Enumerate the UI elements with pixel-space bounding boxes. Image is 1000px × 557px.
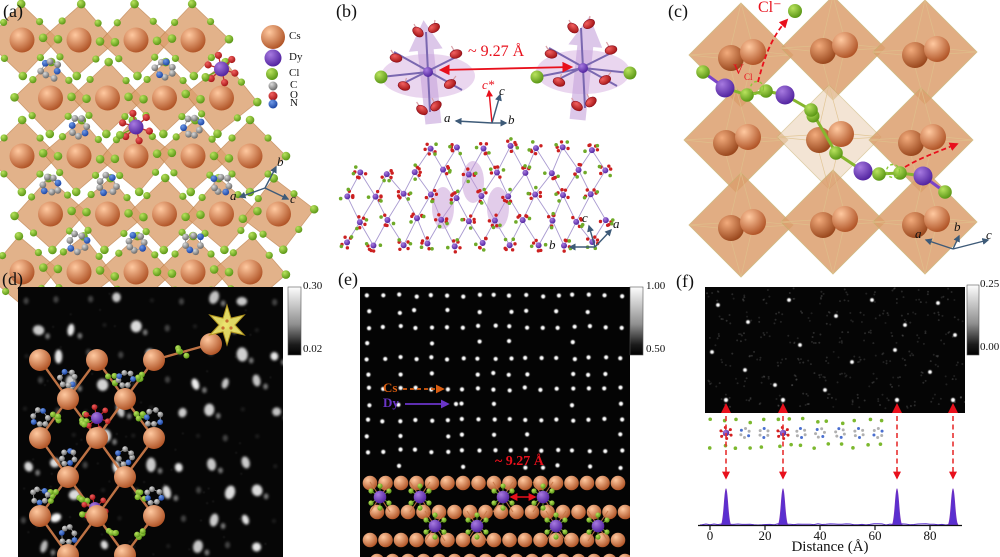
panel-e-distance-label: ~ 9.27 Å [495,454,544,469]
panel-f-tick-60: 60 [868,528,882,543]
panel-f-profile [698,488,962,530]
panel-c-chain [696,4,959,199]
panel-b-axis-b: b [508,112,515,127]
legend-label-cl: Cl [289,67,300,79]
panel-d-overlay-model [29,333,222,557]
panel-b-axis-a: a [444,110,451,125]
panel-e-colorbar-min: 0.50 [646,343,666,355]
panel-f-tick-80: 80 [923,528,937,543]
panel-b-axis2-a: a [613,216,620,231]
panel-f-colorbar-max: 0.25 [980,278,1000,290]
panel-e-annotations [403,384,450,409]
panel-a-axis-b: b [277,154,284,169]
panel-a-axes [238,165,290,200]
panel-a-axis-a: a [230,188,237,203]
panel-e-cs-label: Cs [383,380,398,395]
panel-c-chloride-label: Cl⁻ [758,0,782,16]
panel-f-tick-0: 0 [706,528,714,543]
panel-a-label: (a) [3,1,23,21]
panel-d-colorbar-max: 0.30 [303,280,323,292]
panel-a-axis-c: c [290,191,296,206]
panel-b-axes-top [454,89,508,127]
panel-a-legend-spheres [261,25,285,109]
panel-a-structure [0,0,319,313]
panel-b-label: (b) [336,1,357,21]
legend-label-c: C [290,79,298,91]
panel-c-structure [683,0,978,278]
panel-b-axis-c: c [499,83,505,98]
panel-f-tick-40: 40 [813,528,827,543]
panel-d-star-motif [208,303,246,347]
panel-e-stem-image [360,287,630,557]
panel-b-distance-label: ~ 9.27 Å [468,43,525,60]
panel-c-vacancy-symbol: V [733,62,744,78]
panel-f-xlabel: Distance (Å) [791,539,869,555]
panel-f-molecular-strip [707,416,884,450]
panel-c-axis-a: a [915,226,922,241]
panel-b-axis-cstar: c* [482,77,495,92]
panel-f-dashed-arrows [722,416,957,480]
panel-c-vacancy-subscript: Cl [744,72,753,82]
panel-c-axis-b: b [954,219,961,234]
legend-label-o: O [290,89,298,101]
panel-b-axes-bottom [568,224,612,251]
panel-c-axes [924,234,990,250]
panel-d-stem-image [18,287,283,557]
legend-label-cs: Cs [289,30,301,42]
panel-e-model [362,475,630,557]
panel-f-tick-20: 20 [758,528,772,543]
panel-e-colorbar [629,286,644,356]
panel-e-dy-label: Dy [383,395,399,410]
legend-label-n: N [290,97,298,109]
panel-b-axis2-c: c [582,210,588,225]
panel-b-axis2-b: b [549,237,556,252]
panel-f-colorbar [966,284,980,356]
panel-c-label: (c) [668,1,688,21]
panel-e-colorbar-max: 1.00 [646,280,666,292]
legend-label-dy: Dy [289,51,303,63]
panel-c-axis-c: c [986,227,992,242]
panel-f-image [705,287,965,413]
panel-d-colorbar-min: 0.02 [303,343,323,355]
panel-f-label: (f) [676,271,694,291]
panel-d-label: (d) [2,269,23,289]
panel-b-clusters [374,15,637,125]
panel-b-network [338,137,615,254]
panel-e-label: (e) [338,269,358,289]
panel-d-colorbar [287,286,302,356]
panel-f-colorbar-min: 0.00 [980,341,1000,353]
